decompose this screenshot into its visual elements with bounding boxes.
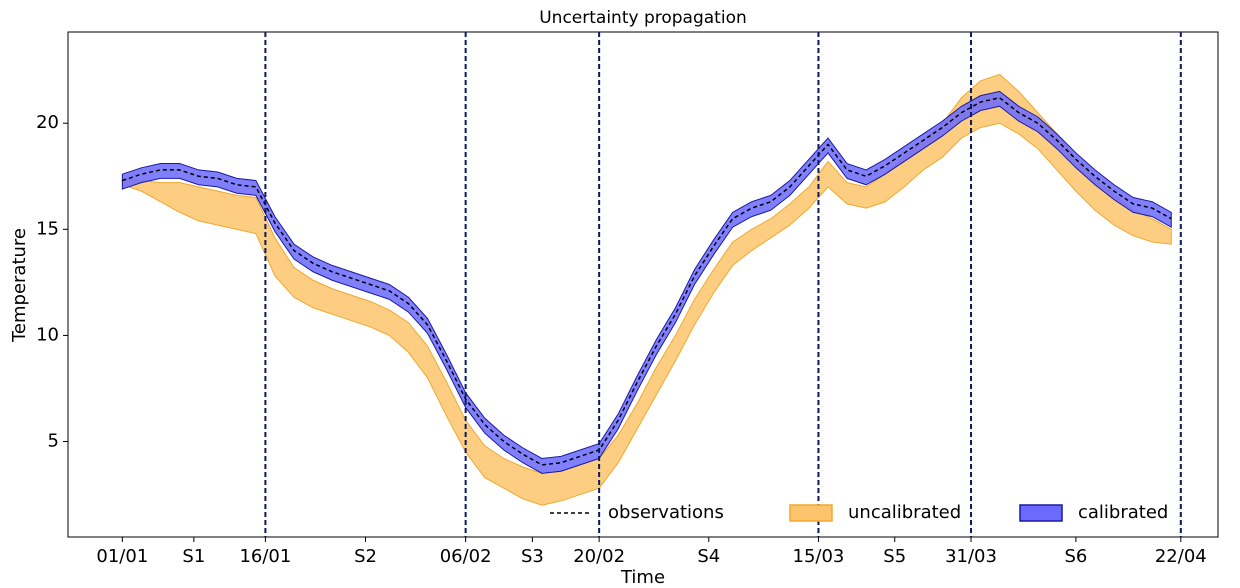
y-tick-label: 10 — [36, 324, 59, 345]
y-tick-label: 15 — [36, 218, 59, 239]
x-tick-label: 01/01 — [96, 546, 148, 567]
plot-frame — [67, 31, 1219, 538]
legend: observations uncalibrated calibrated — [550, 502, 1168, 523]
legend-label: uncalibrated — [848, 502, 961, 523]
x-tick-label: S2 — [354, 546, 377, 567]
y-axis-label: Temperature — [9, 228, 30, 343]
x-tick-label: 06/02 — [440, 546, 492, 567]
x-tick-label: 22/04 — [1155, 546, 1207, 567]
x-tick-label: S4 — [697, 546, 720, 567]
y-tick-label: 5 — [48, 431, 59, 452]
x-tick-label: S1 — [182, 546, 205, 567]
band — [121, 73, 1172, 506]
line — [122, 96, 1172, 466]
y-tick-label: 20 — [36, 112, 59, 133]
chart-title: Uncertainty propagation — [539, 8, 747, 28]
legend-swatch — [1019, 504, 1063, 522]
x-tick-label: 20/02 — [573, 546, 625, 567]
x-tick-label: 31/03 — [945, 546, 997, 567]
band — [121, 90, 1172, 474]
x-tick-label: S5 — [883, 546, 906, 567]
x-tick-label: S3 — [521, 546, 544, 567]
x-tick-label: S6 — [1064, 546, 1087, 567]
legend-swatch — [789, 504, 833, 522]
x-tick-label: 15/03 — [793, 546, 845, 567]
x-tick-label: 16/01 — [239, 546, 291, 567]
legend-label: observations — [608, 502, 724, 523]
legend-label: calibrated — [1078, 502, 1168, 523]
x-axis-label: Time — [620, 567, 665, 588]
